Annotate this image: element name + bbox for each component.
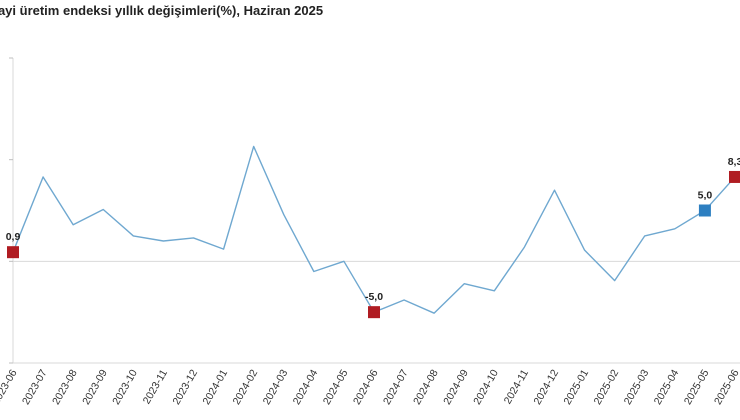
data-label: 0,9 <box>6 231 21 243</box>
x-tick-label: 2024-09 <box>441 367 471 407</box>
x-tick-label: 2025-01 <box>562 367 592 407</box>
x-tick-label: 2023-07 <box>20 367 50 407</box>
x-tick-label: 2025-04 <box>652 367 682 407</box>
x-tick-label: 2024-03 <box>261 367 291 407</box>
x-tick-label: 2024-02 <box>231 367 261 407</box>
x-tick-label: 2025-05 <box>682 367 712 407</box>
x-tick-label: 2025-06 <box>712 367 740 407</box>
x-tick-label: 2025-03 <box>622 367 652 407</box>
x-tick-label: 2023-10 <box>110 367 140 407</box>
x-tick-label: 2023-11 <box>141 367 170 406</box>
x-tick-label: 2024-04 <box>291 367 321 407</box>
x-tick-label: 2024-08 <box>411 367 441 407</box>
data-marker <box>368 306 380 319</box>
x-tick-label: 2024-10 <box>471 367 501 407</box>
x-tick-label: 2023-06 <box>0 367 20 407</box>
series-line <box>12 145 736 314</box>
x-tick-label: 2023-12 <box>170 367 200 407</box>
x-tick-label: 2024-06 <box>351 367 381 407</box>
x-tick-label: 2023-08 <box>50 367 80 407</box>
data-marker <box>7 246 19 259</box>
data-label: 5,0 <box>698 190 713 202</box>
x-tick-label: 2024-01 <box>201 367 231 407</box>
x-tick-label: 2024-05 <box>321 367 351 407</box>
data-label: -5,0 <box>365 291 383 303</box>
x-tick-label: 2024-12 <box>531 367 561 407</box>
x-tick-label: 2025-02 <box>592 367 622 407</box>
chart-title: nayi üretim endeksi yıllık değişimleri(%… <box>0 3 324 18</box>
x-tick-label: 2024-07 <box>381 367 411 407</box>
data-marker <box>729 170 740 183</box>
x-tick-label: 2024-11 <box>502 367 531 406</box>
data-label: 8,3 <box>728 156 740 168</box>
data-marker <box>698 204 711 217</box>
x-tick-label: 2023-09 <box>80 367 110 407</box>
